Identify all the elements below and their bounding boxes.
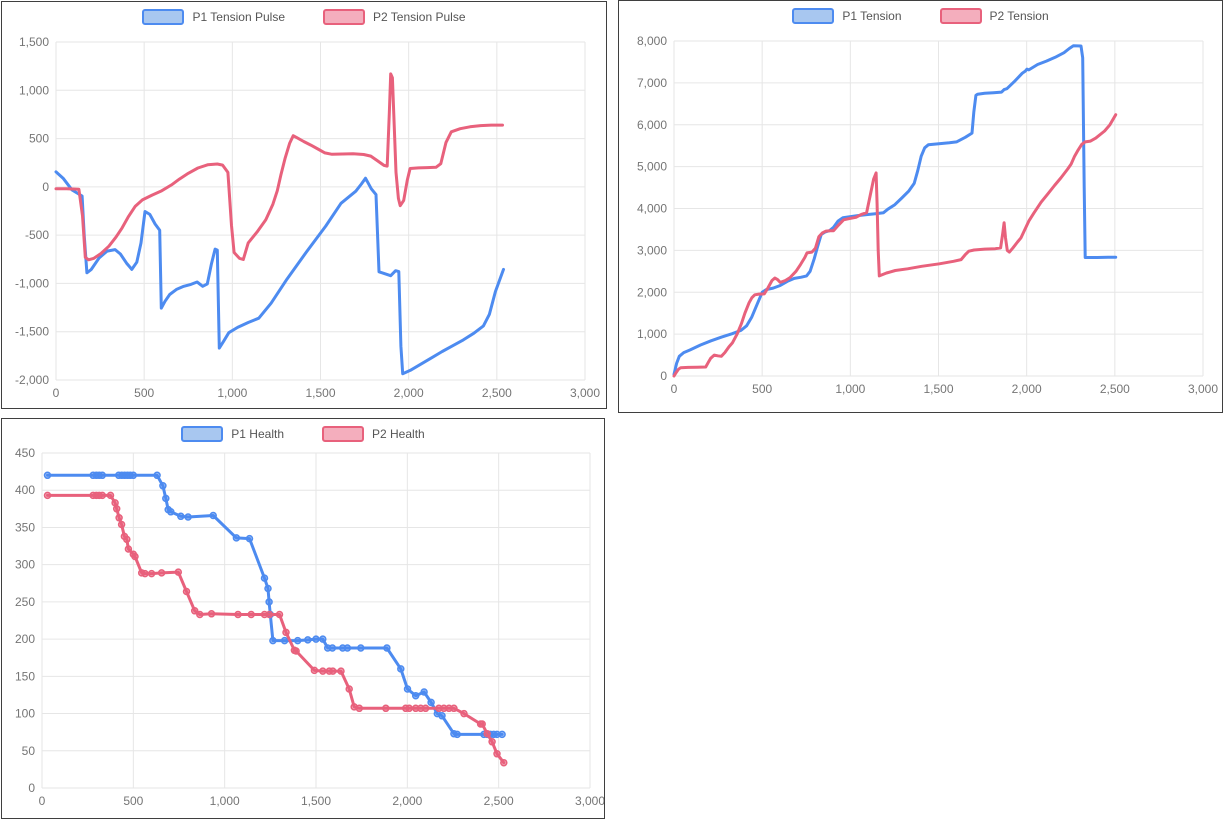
tension-chart-panel: P1 Tension P2 Tension 0 500 1,000 1,500 2,000… (618, 0, 1223, 413)
chart-plot-area: 0 500 1,000 1,500 2,000 2,500 3,000 0 1,000 2,000… (637, 34, 1218, 396)
chart-plot-area: 0 500 1,000 1,500 2,000 2,500 3,000 0 50 100 150 20… (15, 446, 605, 808)
svg-text:1,500: 1,500 (923, 382, 953, 396)
svg-text:0: 0 (42, 180, 49, 194)
svg-text:500: 500 (752, 382, 772, 396)
svg-text:2,000: 2,000 (392, 794, 422, 808)
svg-text:0: 0 (660, 369, 667, 383)
svg-text:2,000: 2,000 (1012, 382, 1042, 396)
legend-label: P1 Tension Pulse (192, 10, 285, 24)
legend-item-p1-tension[interactable]: P1 Tension (792, 8, 902, 24)
svg-text:500: 500 (134, 386, 154, 400)
legend-swatch-icon (142, 9, 185, 25)
legend-swatch-icon (792, 8, 835, 24)
svg-text:100: 100 (15, 707, 35, 721)
tension-pulse-chart-panel: P1 Tension Pulse P2 Tension Pulse 0 500 1,0… (1, 1, 607, 409)
svg-text:3,000: 3,000 (575, 794, 604, 808)
svg-text:0: 0 (28, 781, 35, 795)
svg-text:3,000: 3,000 (570, 386, 600, 400)
legend-item-p2-tension-pulse[interactable]: P2 Tension Pulse (323, 9, 466, 25)
legend-swatch-icon (322, 426, 364, 442)
legend-item-p1-tension-pulse[interactable]: P1 Tension Pulse (142, 9, 285, 25)
tension-chart: 0 500 1,000 1,500 2,000 2,500 3,000 0 1,000 2,000… (619, 27, 1222, 418)
svg-text:50: 50 (22, 744, 36, 758)
svg-text:2,500: 2,500 (484, 794, 514, 808)
svg-text:4,000: 4,000 (637, 202, 667, 216)
svg-text:1,000: 1,000 (210, 794, 240, 808)
chart-plot-area: 0 500 1,000 1,500 2,000 2,500 3,000 -2,000 -1,50… (15, 35, 600, 400)
legend-item-p2-health[interactable]: P2 Health (322, 426, 425, 442)
legend-item-p2-tension[interactable]: P2 Tension (939, 8, 1049, 24)
svg-text:150: 150 (15, 669, 35, 683)
legend-swatch-icon (939, 8, 982, 24)
svg-text:-1,500: -1,500 (15, 325, 49, 339)
svg-text:7,000: 7,000 (637, 76, 667, 90)
svg-text:1,500: 1,500 (305, 386, 335, 400)
svg-text:3,000: 3,000 (1188, 382, 1218, 396)
svg-text:0: 0 (53, 386, 60, 400)
svg-text:1,000: 1,000 (637, 327, 667, 341)
legend-label: P2 Health (372, 427, 425, 441)
tension-pulse-chart: 0 500 1,000 1,500 2,000 2,500 3,000 -2,000 -1,50… (2, 28, 606, 414)
health-chart-panel: P1 Health P2 Health 0 500 1,000 1,500 2,000 2,… (1, 418, 605, 819)
svg-text:1,000: 1,000 (217, 386, 247, 400)
svg-text:-1,000: -1,000 (15, 276, 49, 290)
svg-text:500: 500 (29, 132, 49, 146)
tension-pulse-legend: P1 Tension Pulse P2 Tension Pulse (2, 2, 606, 28)
tension-legend: P1 Tension P2 Tension (619, 1, 1222, 27)
svg-text:0: 0 (39, 794, 46, 808)
svg-text:5,000: 5,000 (637, 160, 667, 174)
svg-text:3,000: 3,000 (637, 243, 667, 257)
svg-text:2,000: 2,000 (637, 285, 667, 299)
svg-text:-2,000: -2,000 (15, 373, 49, 387)
svg-text:500: 500 (123, 794, 143, 808)
legend-item-p1-health[interactable]: P1 Health (181, 426, 284, 442)
svg-text:400: 400 (15, 483, 35, 497)
legend-label: P1 Health (231, 427, 284, 441)
svg-text:1,500: 1,500 (301, 794, 331, 808)
legend-label: P2 Tension (989, 9, 1049, 23)
svg-text:200: 200 (15, 632, 35, 646)
svg-text:2,000: 2,000 (394, 386, 424, 400)
svg-text:2,500: 2,500 (482, 386, 512, 400)
health-legend: P1 Health P2 Health (2, 419, 604, 445)
health-chart: 0 500 1,000 1,500 2,000 2,500 3,000 0 50 100 150 20… (2, 445, 605, 824)
svg-text:-500: -500 (25, 228, 49, 242)
svg-text:2,500: 2,500 (1100, 382, 1130, 396)
svg-text:6,000: 6,000 (637, 118, 667, 132)
svg-text:1,000: 1,000 (19, 83, 49, 97)
legend-label: P2 Tension Pulse (373, 10, 466, 24)
svg-text:350: 350 (15, 520, 35, 534)
svg-text:300: 300 (15, 558, 35, 572)
svg-text:1,500: 1,500 (19, 35, 49, 49)
legend-swatch-icon (323, 9, 365, 25)
svg-text:8,000: 8,000 (637, 34, 667, 48)
svg-text:450: 450 (15, 446, 35, 460)
svg-text:1,000: 1,000 (835, 382, 865, 396)
svg-text:0: 0 (671, 382, 678, 396)
svg-text:250: 250 (15, 595, 35, 609)
legend-swatch-icon (181, 426, 224, 442)
legend-label: P1 Tension (842, 9, 902, 23)
